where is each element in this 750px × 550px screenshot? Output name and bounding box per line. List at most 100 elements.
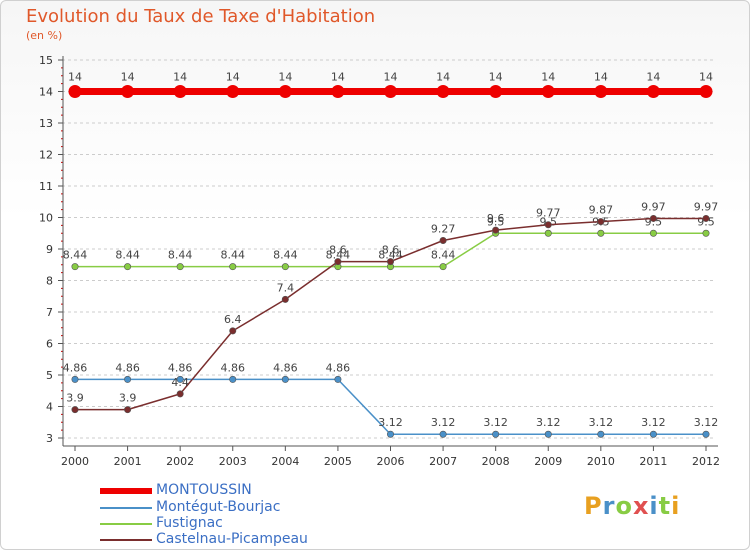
y-tick-label: 9: [46, 243, 53, 256]
data-point: [702, 430, 710, 438]
x-tick-label: 2001: [114, 455, 142, 468]
data-label: 8.6: [329, 244, 347, 257]
data-point: [541, 85, 555, 98]
data-point: [176, 263, 184, 271]
data-label: 3.12: [536, 416, 561, 429]
logo-letter: x: [632, 492, 650, 520]
data-point: [646, 85, 660, 98]
x-tick-label: 2009: [534, 455, 562, 468]
legend-label: MONTOUSSIN: [156, 482, 252, 498]
data-point: [436, 85, 450, 98]
data-label: 9.77: [536, 207, 561, 220]
data-label: 14: [121, 71, 135, 84]
data-label: 7.4: [277, 281, 295, 294]
data-point: [229, 327, 237, 335]
data-label: 3.9: [66, 392, 84, 405]
y-tick-label: 3: [46, 432, 53, 445]
data-point: [331, 85, 345, 98]
data-point: [439, 236, 447, 244]
data-label: 14: [384, 71, 398, 84]
data-label: 14: [173, 71, 187, 84]
y-tick-label: 6: [46, 338, 53, 351]
data-label: 8.44: [326, 249, 351, 262]
data-label: 14: [68, 71, 82, 84]
data-label: 4.86: [221, 361, 246, 374]
logo-letter: r: [602, 492, 616, 520]
x-tick-label: 2011: [639, 455, 667, 468]
y-tick-label: 10: [39, 212, 53, 225]
data-label: 4.4: [171, 376, 189, 389]
y-tick-label: 13: [39, 117, 53, 130]
logo-letter: i: [649, 492, 659, 520]
data-point: [702, 214, 710, 222]
data-label: 9.27: [431, 222, 456, 235]
data-label: 8.6: [382, 244, 400, 257]
data-label: 6.4: [224, 313, 242, 326]
data-point: [124, 375, 132, 383]
x-tick-label: 2006: [377, 455, 405, 468]
data-point: [121, 85, 135, 98]
y-tick-label: 14: [39, 86, 53, 99]
data-label: 14: [226, 71, 240, 84]
data-label: 8.44: [115, 249, 140, 262]
data-label: 8.44: [431, 249, 456, 262]
x-tick-label: 2002: [166, 455, 194, 468]
data-point: [176, 390, 184, 398]
y-tick-label: 5: [46, 369, 53, 382]
data-point: [71, 406, 79, 414]
chart-subtitle: (en %): [26, 29, 63, 42]
x-tick-label: 2010: [587, 455, 615, 468]
data-point: [597, 229, 605, 237]
data-label: 4.86: [273, 361, 298, 374]
logo-letter: o: [615, 492, 633, 520]
data-point: [384, 85, 397, 98]
x-tick-label: 2008: [482, 455, 510, 468]
data-point: [124, 263, 132, 271]
data-point: [544, 221, 552, 229]
data-point: [278, 85, 292, 98]
data-label: 3.12: [694, 416, 719, 429]
y-tick-label: 7: [46, 306, 53, 319]
data-label: 14: [436, 71, 450, 84]
data-point: [702, 229, 710, 237]
data-label: 3.12: [589, 416, 614, 429]
proxiti-logo: Proxiti: [584, 492, 680, 520]
data-point: [439, 263, 447, 271]
legend-swatch: [100, 507, 152, 509]
data-point: [281, 295, 289, 303]
data-point: [597, 218, 605, 226]
data-label: 9.6: [487, 212, 505, 225]
data-label: 3.12: [378, 416, 403, 429]
data-label: 9.97: [641, 200, 666, 213]
x-tick-label: 2004: [271, 455, 299, 468]
data-label: 14: [541, 71, 555, 84]
y-tick-label: 15: [39, 54, 53, 67]
legend-label: Castelnau-Picampeau: [156, 531, 308, 547]
logo-letter: i: [671, 492, 681, 520]
data-label: 9.5: [487, 215, 505, 228]
data-label: 3.9: [119, 392, 137, 405]
data-point: [124, 406, 132, 414]
data-label: 9.97: [694, 200, 719, 213]
data-point: [229, 263, 237, 271]
data-point: [281, 375, 289, 383]
data-point: [71, 375, 79, 383]
logo-letter: P: [584, 492, 603, 520]
data-label: 3.12: [483, 416, 508, 429]
legend-label: Fustignac: [156, 515, 223, 531]
x-tick-label: 2012: [692, 455, 720, 468]
data-label: 14: [646, 71, 660, 84]
data-label: 9.87: [589, 204, 614, 217]
data-label: 14: [594, 71, 608, 84]
data-point: [229, 375, 237, 383]
data-label: 3.12: [641, 416, 666, 429]
data-point: [544, 229, 552, 237]
data-point: [492, 226, 500, 234]
data-point: [649, 214, 657, 222]
y-tick-label: 8: [46, 275, 53, 288]
data-point: [649, 229, 657, 237]
legend-swatch: [100, 523, 152, 525]
logo-letter: t: [658, 492, 672, 520]
data-point: [649, 430, 657, 438]
data-point: [226, 85, 240, 98]
